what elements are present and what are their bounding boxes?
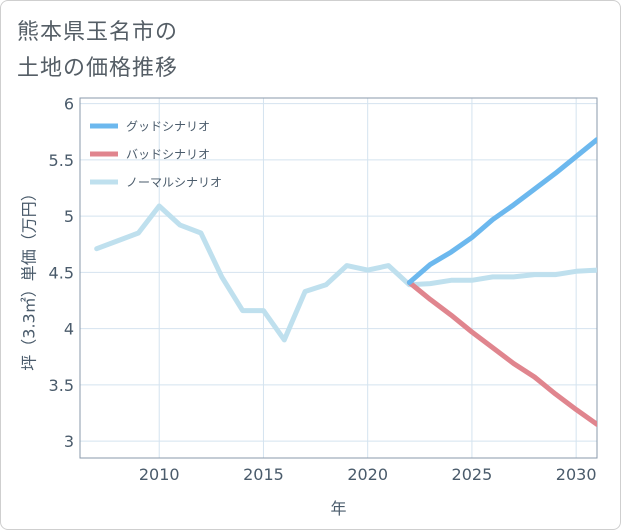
y-tick-label: 5	[64, 207, 74, 226]
x-axis-title: 年	[330, 499, 346, 518]
y-tick-label: 3	[64, 432, 74, 451]
y-axis-ticks: 3 3.5 4 4.5 5 5.5 6	[49, 95, 74, 452]
legend-item-normal: ノーマルシナリオ	[90, 176, 222, 190]
legend-label: バッドシナリオ	[126, 148, 210, 162]
x-tick-label: 2015	[243, 465, 284, 484]
chart-title-line-1: 熊本県玉名市の	[17, 20, 179, 45]
x-tick-label: 2010	[139, 465, 180, 484]
good-scenario-line	[406, 137, 597, 285]
x-tick-label: 2030	[556, 465, 597, 484]
legend-item-good: グッドシナリオ	[90, 120, 210, 134]
series-layer	[94, 137, 597, 427]
chart-title: 熊本県玉名市の 土地の価格推移	[17, 15, 178, 87]
y-tick-label: 3.5	[49, 376, 74, 395]
y-tick-label: 6	[64, 95, 74, 114]
normal-scenario-line	[94, 203, 597, 343]
x-tick-label: 2025	[452, 465, 493, 484]
plot-frame	[79, 97, 598, 459]
y-tick-label: 4	[64, 320, 74, 339]
x-tick-label: 2020	[347, 465, 388, 484]
y-tick-label: 4.5	[49, 263, 74, 282]
legend-label: グッドシナリオ	[126, 120, 210, 134]
chart-title-line-2: 土地の価格推移	[17, 56, 179, 81]
y-axis-title: 坪（3.3㎡）単価（万円）	[20, 185, 39, 370]
y-tick-label: 5.5	[49, 151, 74, 170]
legend-label: ノーマルシナリオ	[126, 176, 222, 190]
legend-item-bad: バッドシナリオ	[90, 148, 210, 162]
x-axis-ticks: 2010 2015 2020 2025 2030	[139, 465, 597, 484]
bad-scenario-line	[406, 280, 597, 427]
